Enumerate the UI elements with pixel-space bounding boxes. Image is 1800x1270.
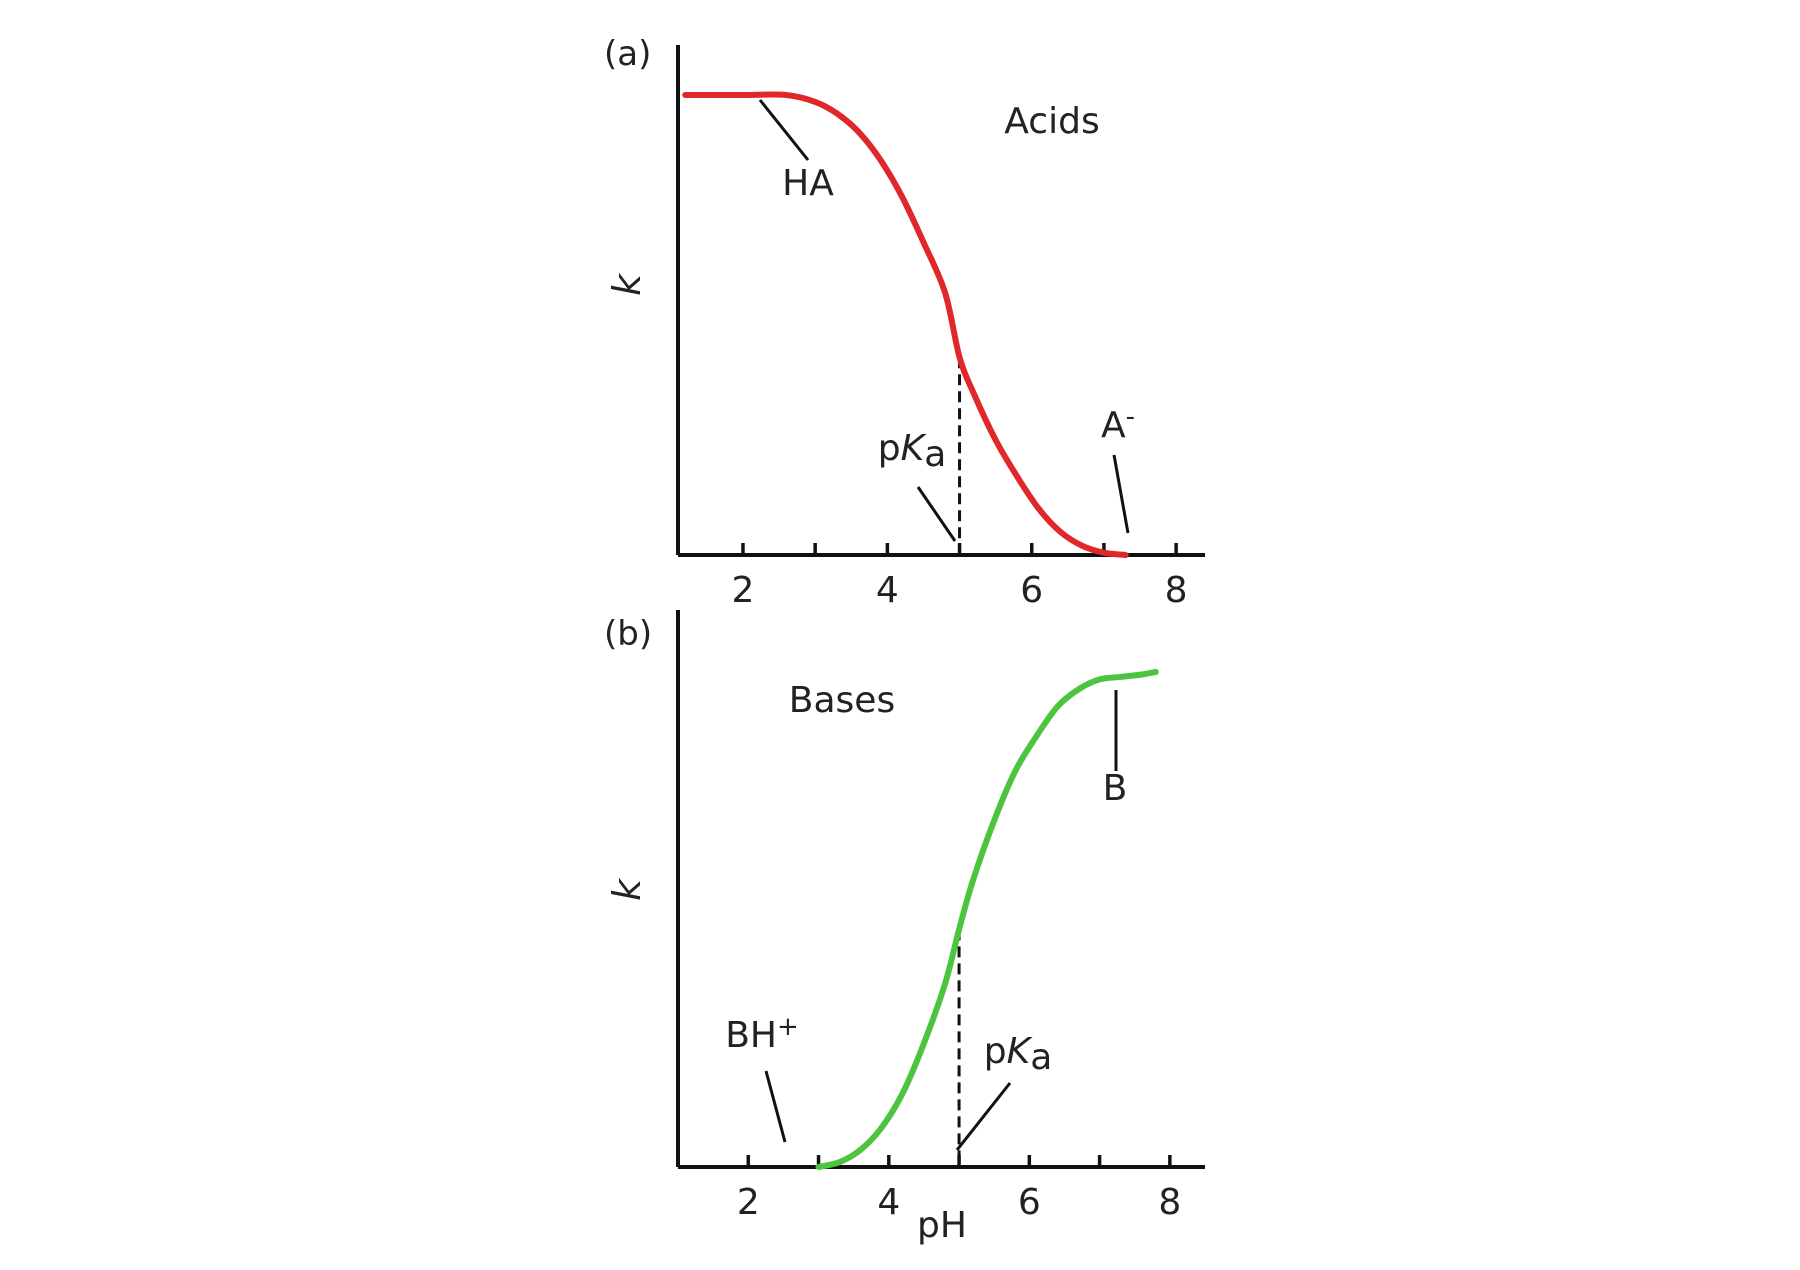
y-axis-label: k xyxy=(605,272,649,296)
species-label: HA xyxy=(782,163,834,204)
pka-label-a: a xyxy=(1030,1037,1052,1078)
pka-label-a: a xyxy=(924,434,946,475)
panel-label: (a) xyxy=(604,34,651,74)
pka-label-k: K xyxy=(1007,1031,1033,1072)
pka-label-k: K xyxy=(901,428,927,469)
x-tick-label: 8 xyxy=(1158,1182,1181,1223)
species-label: B xyxy=(1103,768,1128,809)
panel-label: (b) xyxy=(604,614,652,654)
x-tick-label: 2 xyxy=(737,1182,760,1223)
x-tick-label: 4 xyxy=(877,1182,900,1223)
annotation-leader-line xyxy=(764,1070,787,1143)
pka-label: pKa xyxy=(984,1031,1053,1078)
species-label-charge: + xyxy=(777,1012,799,1042)
species-label: BH+ xyxy=(725,1012,799,1056)
rate-curve xyxy=(682,91,1129,558)
species-label-text: BH xyxy=(725,1015,777,1056)
annotation-leader-line xyxy=(758,99,810,161)
x-tick-label: 6 xyxy=(1020,570,1043,611)
rate-curve xyxy=(815,669,1159,1170)
x-tick-label: 6 xyxy=(1018,1182,1041,1223)
species-label: A- xyxy=(1101,402,1135,446)
panel-title: Acids xyxy=(1004,101,1099,142)
species-label-text: A xyxy=(1101,405,1126,446)
y-axis-label: k xyxy=(605,877,649,901)
annotation-leader-line xyxy=(1112,454,1130,534)
pka-label: pKa xyxy=(878,428,947,475)
pka-leader-line xyxy=(916,486,957,542)
species-label-charge: - xyxy=(1126,402,1135,432)
x-tick-label: 4 xyxy=(876,570,899,611)
panel-title: Bases xyxy=(789,680,895,721)
x-axis-label: pH xyxy=(917,1205,967,1246)
pka-leader-line xyxy=(955,1082,1012,1151)
species-label-text: B xyxy=(1103,768,1128,809)
x-tick-label: 2 xyxy=(732,570,755,611)
pka-label-p: p xyxy=(878,428,901,469)
species-label-text: HA xyxy=(782,163,834,204)
pka-label-p: p xyxy=(984,1031,1007,1072)
x-tick-label: 8 xyxy=(1165,570,1188,611)
